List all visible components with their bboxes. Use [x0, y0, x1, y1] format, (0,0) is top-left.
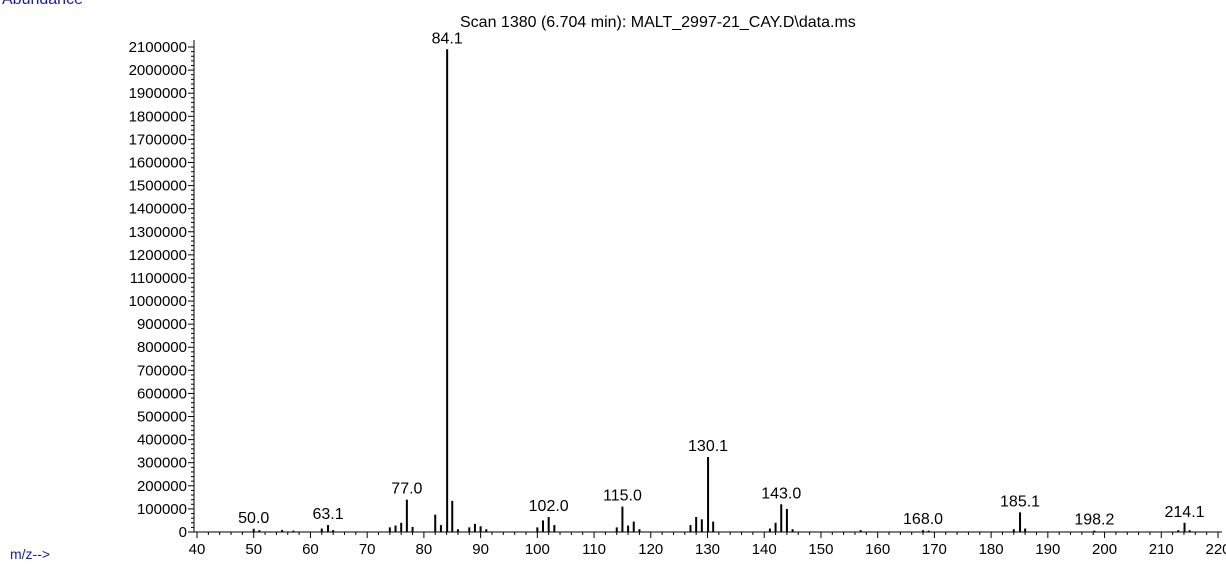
peak-label: 130.1	[688, 438, 728, 455]
y-tick-label: 1200000	[129, 247, 187, 264]
y-tick-label: 800000	[137, 339, 187, 356]
x-tick-label: 130	[695, 541, 720, 558]
x-axis-title: m/z-->	[10, 546, 51, 562]
peak-series: 50.0 63.1 77.0 84.1 102.0 115.0 130.1 143.0 168.…	[238, 30, 1205, 532]
x-tick-label: 170	[922, 541, 947, 558]
x-axis: 40 50 60 70 80 90 100 110 120 130 140 150 160 170 180 1…	[189, 531, 1226, 558]
y-tick-label: 1300000	[129, 224, 187, 241]
y-tick-label: 700000	[137, 362, 187, 379]
x-tick-label: 100	[525, 541, 550, 558]
y-tick-label: 200000	[137, 478, 187, 495]
x-tick-label: 90	[472, 541, 489, 558]
peak-label: 102.0	[529, 498, 569, 515]
peak-label: 84.1	[432, 30, 463, 47]
y-tick-label: 100000	[137, 501, 187, 518]
x-tick-label: 50	[245, 541, 262, 558]
peak-label: 143.0	[761, 485, 801, 502]
y-tick-label: 1700000	[129, 131, 187, 148]
peak-label: 77.0	[391, 481, 422, 498]
y-tick-label: 400000	[137, 432, 187, 449]
x-tick-label: 70	[359, 541, 376, 558]
y-tick-label: 1000000	[129, 293, 187, 310]
x-tick-label: 110	[582, 541, 606, 558]
peak-label: 50.0	[238, 510, 269, 527]
y-tick-label: 2100000	[129, 39, 187, 56]
x-tick-label: 120	[638, 541, 663, 558]
x-tick-label: 220	[1205, 541, 1226, 558]
y-axis: 0 100000 200000 300000 400000 500000 600000 700…	[129, 39, 195, 541]
x-tick-label: 160	[865, 541, 890, 558]
x-tick-label: 80	[416, 541, 433, 558]
y-tick-label: 1500000	[129, 178, 187, 195]
x-tick-label: 180	[979, 541, 1004, 558]
y-tick-label: 1600000	[129, 154, 187, 171]
chart-title: Scan 1380 (6.704 min): MALT_2997-21_CAY.…	[460, 14, 856, 31]
peak-label: 185.1	[1000, 493, 1040, 510]
peak-label: 168.0	[903, 511, 943, 528]
y-tick-label: 300000	[137, 455, 187, 472]
y-tick-label: 1100000	[130, 270, 187, 287]
y-axis-title: Abundance	[2, 0, 83, 9]
x-tick-label: 150	[808, 541, 833, 558]
y-tick-label: 1400000	[129, 201, 187, 218]
y-tick-label: 1800000	[129, 108, 187, 125]
x-tick-label: 40	[189, 541, 206, 558]
x-tick-label: 210	[1149, 541, 1174, 558]
y-tick-label: 900000	[137, 316, 187, 333]
y-tick-label: 1900000	[129, 85, 187, 102]
x-tick-label: 190	[1035, 541, 1060, 558]
x-tick-label: 200	[1092, 541, 1117, 558]
peak-label: 214.1	[1165, 504, 1205, 521]
y-tick-label: 600000	[137, 385, 187, 402]
x-tick-label: 140	[752, 541, 777, 558]
peak-label: 115.0	[603, 488, 642, 505]
y-tick-label: 500000	[137, 409, 187, 426]
y-tick-label: 2000000	[129, 62, 187, 79]
peak-label: 63.1	[312, 506, 343, 523]
peak-label: 198.2	[1074, 512, 1114, 529]
x-tick-label: 60	[302, 541, 319, 558]
y-tick-label: 0	[179, 524, 187, 541]
